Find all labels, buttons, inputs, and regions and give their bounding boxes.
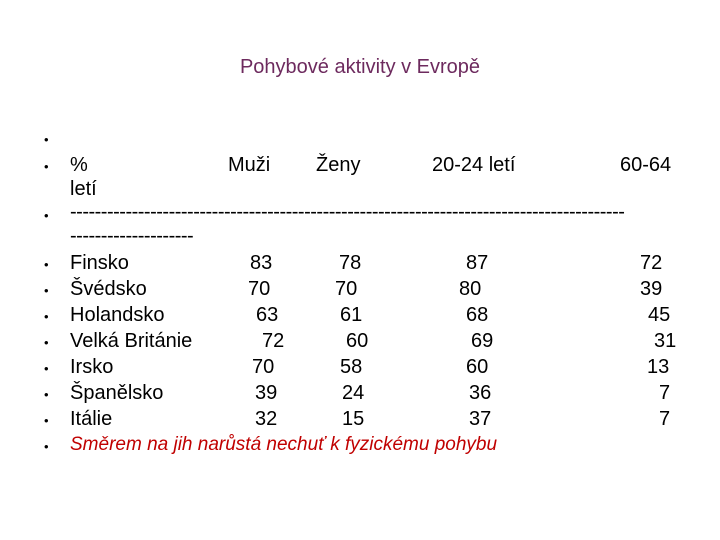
bullet-row: •: [44, 283, 49, 298]
separator-line-continued: --------------------: [70, 226, 194, 246]
cell-women: 58: [340, 356, 363, 378]
bullet-conclusion: •: [44, 439, 49, 454]
header-age-old-unit: letí: [70, 178, 97, 200]
cell-age-old: 72: [640, 252, 663, 274]
cell-country: Itálie: [70, 408, 113, 430]
cell-age-old: 7: [659, 382, 671, 404]
cell-age-young: 68: [466, 304, 489, 326]
separator-line: ----------------------------------------…: [70, 202, 625, 222]
cell-age-old: 45: [648, 304, 671, 326]
cell-men: 63: [256, 304, 279, 326]
bullet-row: •: [44, 335, 49, 350]
cell-women: 15: [342, 408, 365, 430]
cell-age-old: 13: [647, 356, 670, 378]
bullet-empty: •: [44, 132, 49, 147]
cell-country: Finsko: [70, 252, 129, 274]
bullet-row: •: [44, 309, 49, 324]
cell-women: 78: [339, 252, 362, 274]
cell-age-young: 69: [471, 330, 494, 352]
cell-country: Švédsko: [70, 278, 147, 300]
cell-age-old: 7: [659, 408, 671, 430]
cell-country: Holandsko: [70, 304, 165, 326]
cell-age-old: 31: [654, 330, 677, 352]
cell-men: 39: [255, 382, 278, 404]
cell-men: 70: [252, 356, 275, 378]
bullet-row: •: [44, 361, 49, 376]
cell-country: Irsko: [70, 356, 114, 378]
bullet-row: •: [44, 387, 49, 402]
bullet-row: •: [44, 257, 49, 272]
cell-age-young: 37: [469, 408, 492, 430]
conclusion-text: Směrem na jih narůstá nechuť k fyzickému…: [70, 434, 498, 455]
cell-men: 72: [262, 330, 285, 352]
slide-title: Pohybové aktivity v Evropě: [239, 56, 481, 78]
cell-women: 61: [340, 304, 363, 326]
header-women: Ženy: [316, 154, 361, 176]
bullet-row: •: [44, 413, 49, 428]
cell-men: 70: [248, 278, 271, 300]
bullet-separator: •: [44, 208, 49, 223]
cell-men: 32: [255, 408, 278, 430]
header-men: Muži: [228, 154, 271, 176]
cell-age-young: 80: [459, 278, 482, 300]
cell-men: 83: [250, 252, 273, 274]
cell-age-young: 60: [466, 356, 489, 378]
cell-age-old: 39: [640, 278, 663, 300]
cell-country: Velká Británie: [70, 330, 193, 352]
bullet-header: •: [44, 159, 49, 174]
cell-age-young: 87: [466, 252, 489, 274]
header-age-young: 20-24 letí: [432, 154, 516, 176]
cell-women: 70: [335, 278, 358, 300]
header-percent: %: [70, 154, 88, 176]
cell-women: 60: [346, 330, 369, 352]
cell-age-young: 36: [469, 382, 492, 404]
cell-country: Španělsko: [70, 382, 164, 404]
cell-women: 24: [342, 382, 365, 404]
header-age-old: 60-64: [620, 154, 672, 176]
